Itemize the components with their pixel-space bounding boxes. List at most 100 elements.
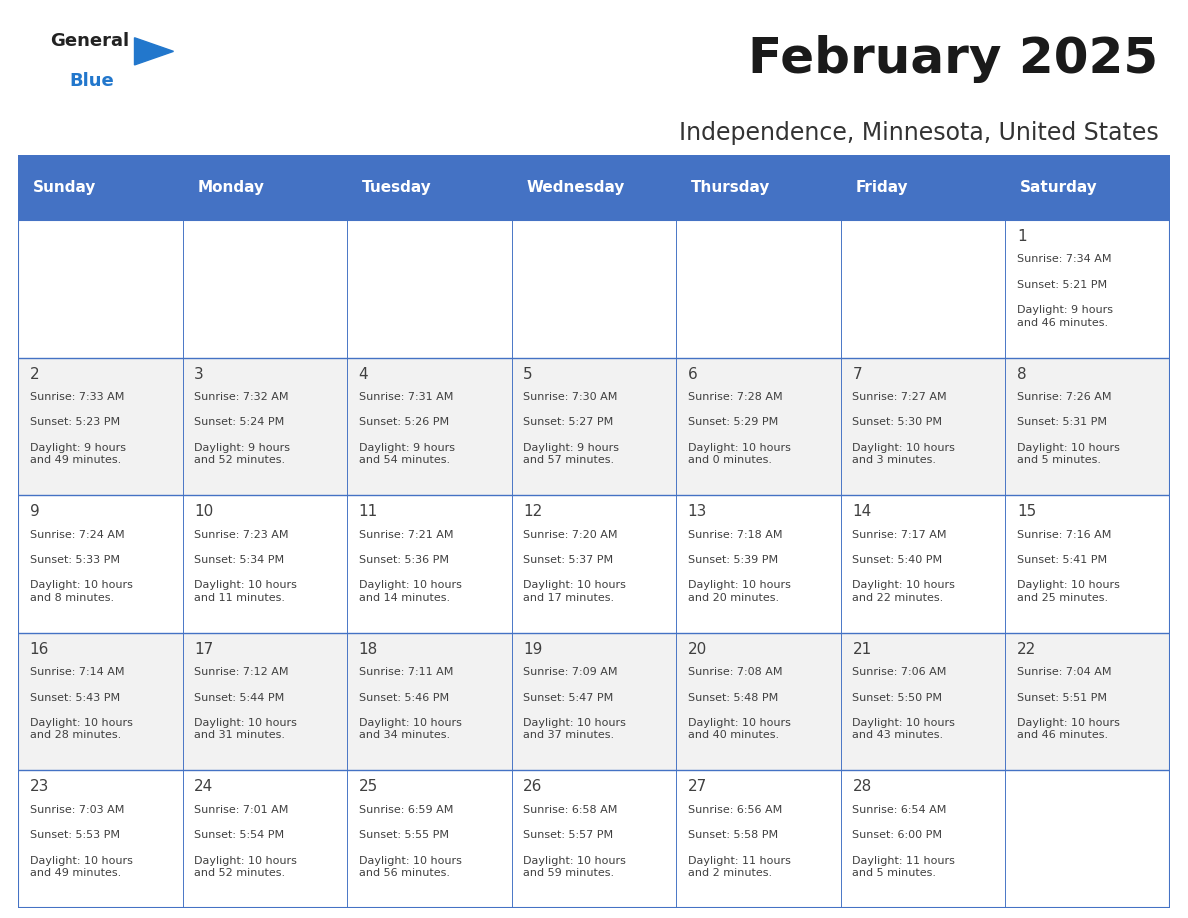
Text: Sunset: 5:58 PM: Sunset: 5:58 PM bbox=[688, 830, 778, 840]
Bar bbox=[183, 770, 347, 908]
Text: Sunrise: 7:27 AM: Sunrise: 7:27 AM bbox=[852, 392, 947, 402]
Bar bbox=[18, 220, 183, 358]
Text: 5: 5 bbox=[523, 366, 533, 382]
Text: 22: 22 bbox=[1017, 642, 1036, 656]
Text: Daylight: 9 hours
and 54 minutes.: Daylight: 9 hours and 54 minutes. bbox=[359, 442, 455, 465]
Text: Sunrise: 7:06 AM: Sunrise: 7:06 AM bbox=[852, 667, 947, 677]
Text: 2: 2 bbox=[30, 366, 39, 382]
Text: Sunrise: 7:20 AM: Sunrise: 7:20 AM bbox=[523, 530, 618, 540]
Text: Sunset: 5:36 PM: Sunset: 5:36 PM bbox=[359, 555, 449, 565]
Text: Sunset: 5:39 PM: Sunset: 5:39 PM bbox=[688, 555, 778, 565]
Text: Daylight: 10 hours
and 31 minutes.: Daylight: 10 hours and 31 minutes. bbox=[194, 718, 297, 741]
Text: Sunrise: 7:09 AM: Sunrise: 7:09 AM bbox=[523, 667, 618, 677]
Text: Sunset: 5:41 PM: Sunset: 5:41 PM bbox=[1017, 555, 1107, 565]
Text: Sunrise: 6:54 AM: Sunrise: 6:54 AM bbox=[852, 805, 947, 814]
Text: Daylight: 10 hours
and 17 minutes.: Daylight: 10 hours and 17 minutes. bbox=[523, 580, 626, 603]
Text: Sunset: 5:46 PM: Sunset: 5:46 PM bbox=[359, 692, 449, 702]
Text: Sunrise: 7:16 AM: Sunrise: 7:16 AM bbox=[1017, 530, 1111, 540]
Text: Sunset: 5:50 PM: Sunset: 5:50 PM bbox=[852, 692, 942, 702]
Text: Daylight: 10 hours
and 40 minutes.: Daylight: 10 hours and 40 minutes. bbox=[688, 718, 791, 741]
Bar bbox=[841, 770, 1005, 908]
Text: Daylight: 10 hours
and 20 minutes.: Daylight: 10 hours and 20 minutes. bbox=[688, 580, 791, 603]
Text: Sunrise: 7:04 AM: Sunrise: 7:04 AM bbox=[1017, 667, 1112, 677]
Bar bbox=[512, 496, 676, 633]
Bar bbox=[18, 358, 183, 496]
Bar bbox=[183, 155, 347, 220]
Text: Sunset: 5:53 PM: Sunset: 5:53 PM bbox=[30, 830, 120, 840]
Text: 28: 28 bbox=[852, 779, 872, 794]
Text: Sunrise: 7:14 AM: Sunrise: 7:14 AM bbox=[30, 667, 124, 677]
Text: 21: 21 bbox=[852, 642, 872, 656]
Bar bbox=[841, 155, 1005, 220]
Text: General: General bbox=[50, 32, 129, 50]
Text: Daylight: 11 hours
and 5 minutes.: Daylight: 11 hours and 5 minutes. bbox=[852, 856, 955, 878]
Text: Daylight: 10 hours
and 46 minutes.: Daylight: 10 hours and 46 minutes. bbox=[1017, 718, 1120, 741]
Text: Sunrise: 7:26 AM: Sunrise: 7:26 AM bbox=[1017, 392, 1112, 402]
Text: Sunrise: 7:17 AM: Sunrise: 7:17 AM bbox=[852, 530, 947, 540]
Text: Sunset: 5:44 PM: Sunset: 5:44 PM bbox=[194, 692, 284, 702]
Text: 20: 20 bbox=[688, 642, 707, 656]
Text: Sunset: 5:23 PM: Sunset: 5:23 PM bbox=[30, 418, 120, 428]
Text: Sunset: 5:57 PM: Sunset: 5:57 PM bbox=[523, 830, 613, 840]
Text: Sunset: 6:00 PM: Sunset: 6:00 PM bbox=[852, 830, 942, 840]
Text: Daylight: 10 hours
and 22 minutes.: Daylight: 10 hours and 22 minutes. bbox=[852, 580, 955, 603]
Text: Sunrise: 7:08 AM: Sunrise: 7:08 AM bbox=[688, 667, 783, 677]
Text: Sunrise: 7:03 AM: Sunrise: 7:03 AM bbox=[30, 805, 124, 814]
Text: Sunset: 5:30 PM: Sunset: 5:30 PM bbox=[852, 418, 942, 428]
Text: Daylight: 10 hours
and 49 minutes.: Daylight: 10 hours and 49 minutes. bbox=[30, 856, 132, 878]
Text: 17: 17 bbox=[194, 642, 214, 656]
Text: Sunset: 5:21 PM: Sunset: 5:21 PM bbox=[1017, 280, 1107, 290]
Text: Sunset: 5:37 PM: Sunset: 5:37 PM bbox=[523, 555, 613, 565]
Text: Daylight: 10 hours
and 25 minutes.: Daylight: 10 hours and 25 minutes. bbox=[1017, 580, 1120, 603]
Text: Sunset: 5:40 PM: Sunset: 5:40 PM bbox=[852, 555, 942, 565]
Bar bbox=[841, 496, 1005, 633]
Bar bbox=[18, 633, 183, 770]
Text: 11: 11 bbox=[359, 504, 378, 520]
Text: 27: 27 bbox=[688, 779, 707, 794]
Bar bbox=[183, 220, 347, 358]
Text: Daylight: 10 hours
and 3 minutes.: Daylight: 10 hours and 3 minutes. bbox=[852, 442, 955, 465]
Text: Sunset: 5:27 PM: Sunset: 5:27 PM bbox=[523, 418, 613, 428]
Bar bbox=[18, 770, 183, 908]
Text: Sunrise: 7:32 AM: Sunrise: 7:32 AM bbox=[194, 392, 289, 402]
Text: Thursday: Thursday bbox=[691, 180, 771, 196]
Bar bbox=[1005, 220, 1170, 358]
Text: Sunset: 5:33 PM: Sunset: 5:33 PM bbox=[30, 555, 120, 565]
Text: Sunrise: 6:58 AM: Sunrise: 6:58 AM bbox=[523, 805, 618, 814]
Text: Sunset: 5:43 PM: Sunset: 5:43 PM bbox=[30, 692, 120, 702]
Bar bbox=[347, 155, 512, 220]
Text: Sunrise: 7:33 AM: Sunrise: 7:33 AM bbox=[30, 392, 124, 402]
Text: 13: 13 bbox=[688, 504, 707, 520]
Text: Wednesday: Wednesday bbox=[526, 180, 625, 196]
Text: 3: 3 bbox=[194, 366, 204, 382]
Text: Daylight: 10 hours
and 0 minutes.: Daylight: 10 hours and 0 minutes. bbox=[688, 442, 791, 465]
Text: 19: 19 bbox=[523, 642, 543, 656]
Text: 7: 7 bbox=[852, 366, 862, 382]
Text: Daylight: 9 hours
and 46 minutes.: Daylight: 9 hours and 46 minutes. bbox=[1017, 306, 1113, 328]
Text: Sunset: 5:54 PM: Sunset: 5:54 PM bbox=[194, 830, 284, 840]
Text: Sunrise: 7:34 AM: Sunrise: 7:34 AM bbox=[1017, 254, 1112, 264]
Bar bbox=[1005, 633, 1170, 770]
Text: 25: 25 bbox=[359, 779, 378, 794]
Text: Sunrise: 6:56 AM: Sunrise: 6:56 AM bbox=[688, 805, 782, 814]
Text: 1: 1 bbox=[1017, 230, 1026, 244]
Bar bbox=[347, 770, 512, 908]
Bar bbox=[1005, 770, 1170, 908]
Text: 6: 6 bbox=[688, 366, 697, 382]
Polygon shape bbox=[134, 38, 173, 65]
Text: Daylight: 10 hours
and 5 minutes.: Daylight: 10 hours and 5 minutes. bbox=[1017, 442, 1120, 465]
Bar bbox=[183, 496, 347, 633]
Text: Sunrise: 7:28 AM: Sunrise: 7:28 AM bbox=[688, 392, 783, 402]
Text: Sunset: 5:55 PM: Sunset: 5:55 PM bbox=[359, 830, 449, 840]
Text: Sunset: 5:47 PM: Sunset: 5:47 PM bbox=[523, 692, 613, 702]
Bar bbox=[512, 770, 676, 908]
Text: Daylight: 10 hours
and 56 minutes.: Daylight: 10 hours and 56 minutes. bbox=[359, 856, 461, 878]
Text: 10: 10 bbox=[194, 504, 214, 520]
Text: February 2025: February 2025 bbox=[748, 36, 1158, 84]
Text: Sunrise: 7:31 AM: Sunrise: 7:31 AM bbox=[359, 392, 453, 402]
Text: Daylight: 9 hours
and 57 minutes.: Daylight: 9 hours and 57 minutes. bbox=[523, 442, 619, 465]
Text: 16: 16 bbox=[30, 642, 49, 656]
Text: Sunday: Sunday bbox=[33, 180, 96, 196]
Bar bbox=[676, 220, 841, 358]
Bar bbox=[676, 496, 841, 633]
